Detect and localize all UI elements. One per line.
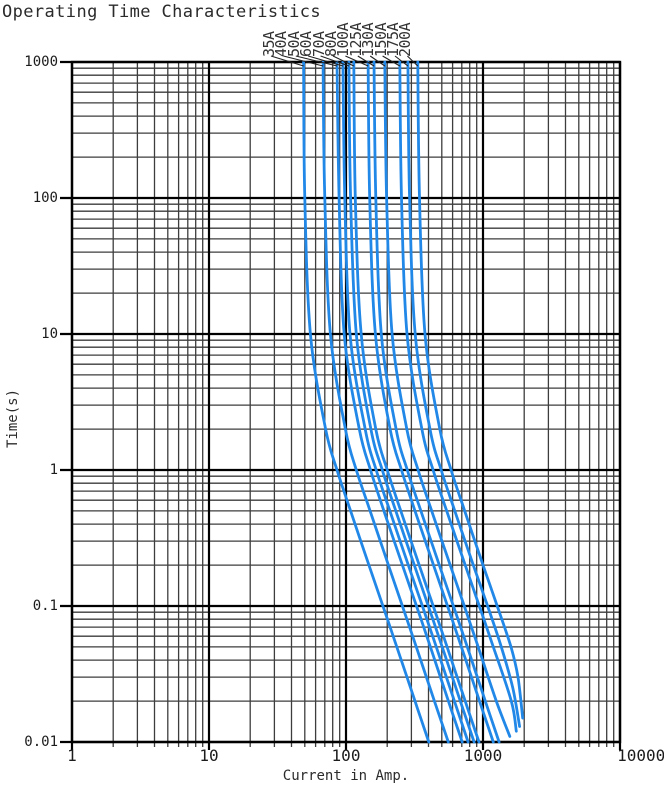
y-tick-label-0.01: 0.01 [24,734,58,750]
leader-line-175A [394,55,409,67]
leader-line-50A [295,55,338,67]
x-tick-label-1000: 1000 [463,746,503,765]
y-tick-label-0.1: 0.1 [32,598,58,614]
leader-line-35A [270,55,304,67]
leader-line-130A [369,55,386,67]
x-tick-label-1: 1 [67,746,77,765]
curve-35A [302,60,431,744]
leader-line-150A [382,55,401,67]
curve-80A [352,60,481,744]
curve-125A [372,60,501,744]
curve-100A [366,60,495,744]
y-tick-label-1: 1 [49,462,58,478]
leader-line-40A [283,55,324,67]
leader-line-200A [407,55,419,67]
curve-130A [383,60,512,738]
chart-title: Operating Time Characteristics [2,2,322,22]
leader-line-70A [320,55,350,67]
curve-70A [347,60,476,744]
y-tick-label-10: 10 [41,326,58,342]
curve-150A [398,60,518,733]
y-axis-title: Time(s) [5,388,21,448]
curve-175A [406,60,521,728]
x-axis-title: Current in Amp. [282,768,410,784]
leader-line-80A [332,55,355,67]
leader-line-100A [345,55,369,67]
curve-label-200A: 200A [396,22,415,57]
x-tick-label-10000: 10000 [617,746,664,765]
leader-line-125A [357,55,375,67]
leader-line-60A [308,55,344,67]
x-tick-label-100: 100 [331,746,361,765]
x-tick-label-10: 10 [199,746,219,765]
curve-40A [321,60,450,744]
curve-200A [416,60,525,720]
y-tick-label-1000: 1000 [24,54,58,70]
curve-60A [341,60,470,744]
y-tick-label-100: 100 [32,190,58,206]
curve-50A [335,60,464,744]
